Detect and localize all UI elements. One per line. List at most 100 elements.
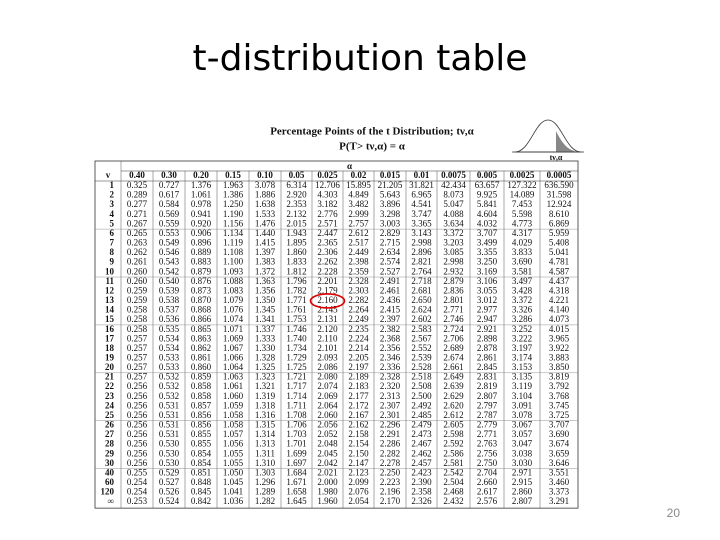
column-header: 0.10: [257, 170, 273, 180]
table-cell: 1.057: [223, 429, 244, 439]
table-cell: 2.629: [443, 391, 464, 401]
table-cell: 0.584: [159, 199, 180, 209]
table-cell: 3.646: [549, 458, 570, 468]
table-cell: 3.135: [512, 372, 533, 382]
table-cell: 1.058: [223, 420, 244, 430]
table-cell: 5.041: [549, 247, 569, 257]
table-cell: 2.045: [317, 448, 338, 458]
table-cell: 636.590: [544, 180, 574, 190]
table-cell: 2.757: [348, 218, 369, 228]
table-cell: 4.849: [348, 190, 369, 200]
table-cell: 2.306: [317, 247, 338, 257]
table-cell: 3.012: [477, 295, 497, 305]
table-cell: 2.998: [411, 238, 432, 248]
table-cell: 3.551: [549, 467, 569, 477]
table-cell: 0.530: [159, 439, 180, 449]
table-cell: 3.707: [477, 228, 498, 238]
table-cell: 0.889: [191, 247, 212, 257]
table-cell: 1.282: [255, 496, 275, 506]
table-cell: 1.064: [223, 362, 244, 372]
table-cell: 0.896: [191, 238, 212, 248]
table-cell: 4.541: [411, 199, 431, 209]
table-cell: 1.067: [223, 343, 244, 353]
table-cell: 3.690: [549, 429, 570, 439]
table-cell: 2.750: [477, 458, 498, 468]
table-cell: 2.313: [380, 391, 401, 401]
table-cell: 0.529: [159, 467, 180, 477]
df-value: 26: [105, 420, 115, 430]
table-cell: 2.015: [286, 218, 307, 228]
table-cell: 1.717: [286, 381, 307, 391]
table-cell: 2.689: [443, 343, 464, 353]
table-cell: 3.326: [512, 305, 533, 315]
table-cell: 1.963: [223, 180, 244, 190]
table-cell: 2.998: [443, 257, 464, 267]
table-cell: 3.792: [549, 381, 569, 391]
table-cell: 1.350: [255, 295, 276, 305]
table-cell: 0.263: [127, 238, 148, 248]
table-cell: 2.567: [411, 333, 432, 343]
table-cell: 9.925: [477, 190, 498, 200]
table-cell: 0.906: [191, 228, 212, 238]
table-cell: 2.147: [348, 458, 369, 468]
table-cell: 0.855: [191, 429, 212, 439]
table-cell: 2.674: [443, 353, 464, 363]
table-cell: 3.298: [380, 209, 401, 219]
table-cell: 2.602: [411, 314, 431, 324]
table-cell: 0.549: [159, 238, 180, 248]
column-header: 0.20: [193, 170, 209, 180]
table-cell: 2.303: [348, 285, 369, 295]
table-cell: 1.833: [286, 257, 307, 267]
table-cell: 2.449: [348, 247, 369, 257]
table-cell: 1.321: [255, 381, 275, 391]
table-cell: 2.197: [348, 362, 369, 372]
column-header: 0.0005: [547, 170, 572, 180]
table-cell: 0.531: [159, 420, 179, 430]
table-cell: 2.612: [443, 410, 463, 420]
table-cell: 2.706: [443, 333, 464, 343]
table-cell: 2.650: [411, 295, 432, 305]
table-cell: 0.865: [191, 324, 212, 334]
table-cell: 4.781: [549, 257, 569, 267]
table-cell: 2.763: [477, 439, 498, 449]
table-cell: 2.291: [380, 429, 400, 439]
table-cell: 2.250: [380, 467, 401, 477]
table-cell: 2.787: [477, 410, 498, 420]
table-cell: 3.896: [380, 199, 401, 209]
table-cell: 0.845: [191, 487, 212, 497]
table-cell: 2.120: [317, 324, 338, 334]
table-cell: 1.063: [223, 372, 244, 382]
table-cell: 1.943: [286, 228, 307, 238]
table-cell: 0.879: [191, 266, 212, 276]
table-cell: 2.467: [411, 439, 432, 449]
table-cell: 0.863: [191, 333, 212, 343]
table-cell: 1.761: [286, 305, 306, 315]
table-cell: 1.134: [223, 228, 244, 238]
table-cell: 1.886: [255, 190, 276, 200]
table-cell: 1.313: [255, 439, 276, 449]
table-cell: 0.257: [127, 343, 148, 353]
table-cell: 1.250: [223, 199, 244, 209]
table-cell: 2.423: [411, 467, 432, 477]
table-cell: 0.532: [159, 372, 179, 382]
table-cell: 2.491: [380, 276, 400, 286]
table-cell: 2.479: [411, 420, 432, 430]
table-cell: 2.571: [317, 218, 337, 228]
table-cell: 0.534: [159, 333, 180, 343]
table-cell: 2.724: [443, 324, 464, 334]
table-cell: 2.189: [348, 372, 369, 382]
table-cell: 3.659: [549, 448, 570, 458]
df-value: 1: [110, 180, 115, 190]
table-cell: 0.257: [127, 362, 148, 372]
table-cell: 0.267: [127, 218, 148, 228]
table-cell: 14.089: [510, 190, 535, 200]
table-cell: 0.861: [191, 353, 211, 363]
table-cell: 4.317: [512, 228, 533, 238]
df-value: 2: [110, 190, 115, 200]
table-cell: 3.499: [477, 238, 498, 248]
table-cell: 3.003: [380, 218, 401, 228]
table-cell: 1.782: [286, 285, 306, 295]
table-cell: 2.223: [380, 477, 401, 487]
table-cell: 3.372: [443, 228, 463, 238]
table-cell: 0.258: [127, 305, 148, 315]
